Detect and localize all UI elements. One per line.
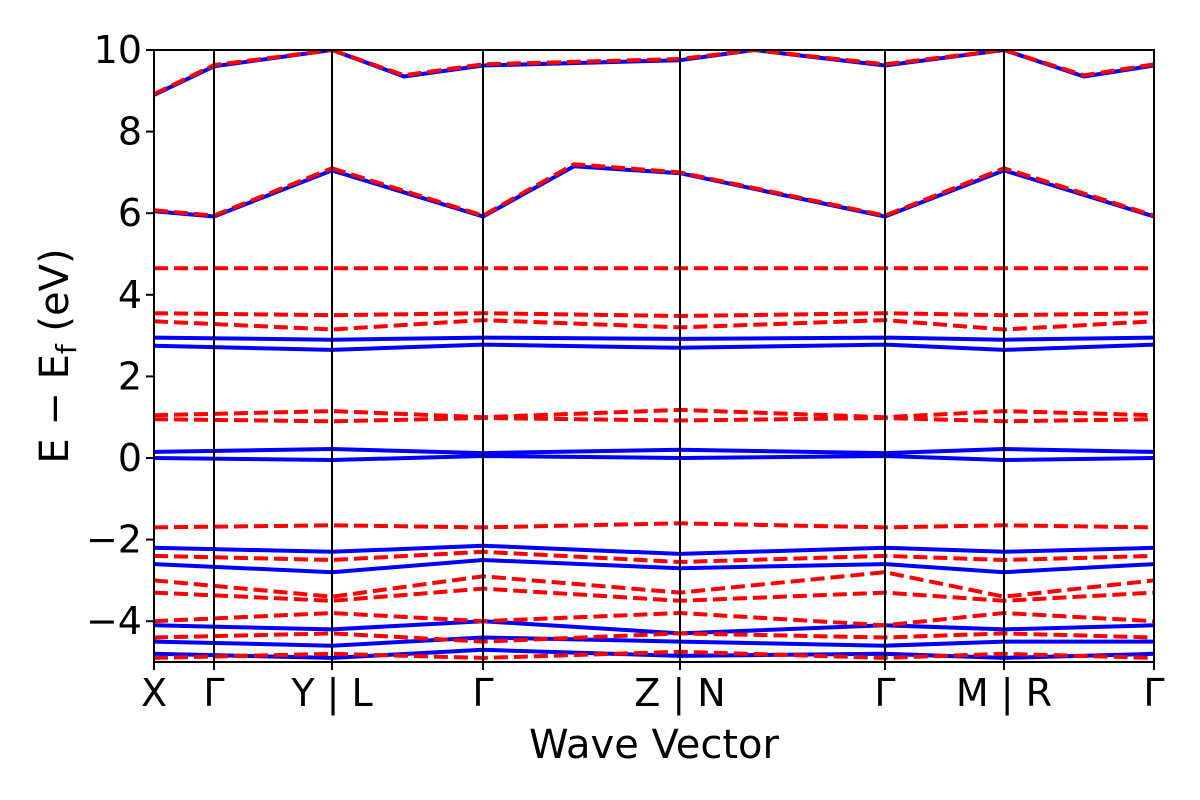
x-tick-label: X <box>141 671 167 715</box>
x-axis-label: Wave Vector <box>529 722 780 768</box>
plot-frame <box>153 49 1155 663</box>
x-tick-label: Z | N <box>634 671 725 716</box>
spin-down-band-2 <box>154 50 333 96</box>
x-tick-label: Γ <box>472 671 493 715</box>
spin-up-band-3 <box>331 50 1154 79</box>
x-tick-label: Γ <box>203 671 224 715</box>
y-tick-label: 10 <box>94 28 142 72</box>
y-tick-label: 4 <box>118 273 142 317</box>
y-axis-label-main: E − E <box>32 354 78 464</box>
x-tick-label: Γ <box>874 671 895 715</box>
y-axis-label: E − Ef (eV) <box>32 248 83 463</box>
y-axis-label-subscript: f <box>50 343 83 354</box>
y-axis-ticks: 10 8 6 4 2 0 −2 −4 <box>86 28 154 643</box>
spin-down-band-0 <box>154 166 333 218</box>
y-tick-label: −2 <box>86 518 142 562</box>
y-tick-label: 0 <box>118 436 142 480</box>
y-tick-label: 6 <box>118 191 142 235</box>
x-tick-label: Y | L <box>290 671 372 716</box>
x-tick-label: M | R <box>956 671 1052 716</box>
y-axis-label-unit: (eV) <box>32 248 78 344</box>
y-tick-label: 8 <box>118 110 142 154</box>
y-tick-label: −4 <box>86 599 142 643</box>
x-tick-label: Γ <box>1143 671 1164 715</box>
high-symmetry-lines <box>213 50 1005 662</box>
y-tick-label: 2 <box>118 354 142 398</box>
spin-up-band-2 <box>154 50 333 97</box>
spin-down-band-1 <box>331 162 1154 218</box>
spin-up-band-0 <box>154 168 333 219</box>
spin-down-band-3 <box>331 50 1154 78</box>
